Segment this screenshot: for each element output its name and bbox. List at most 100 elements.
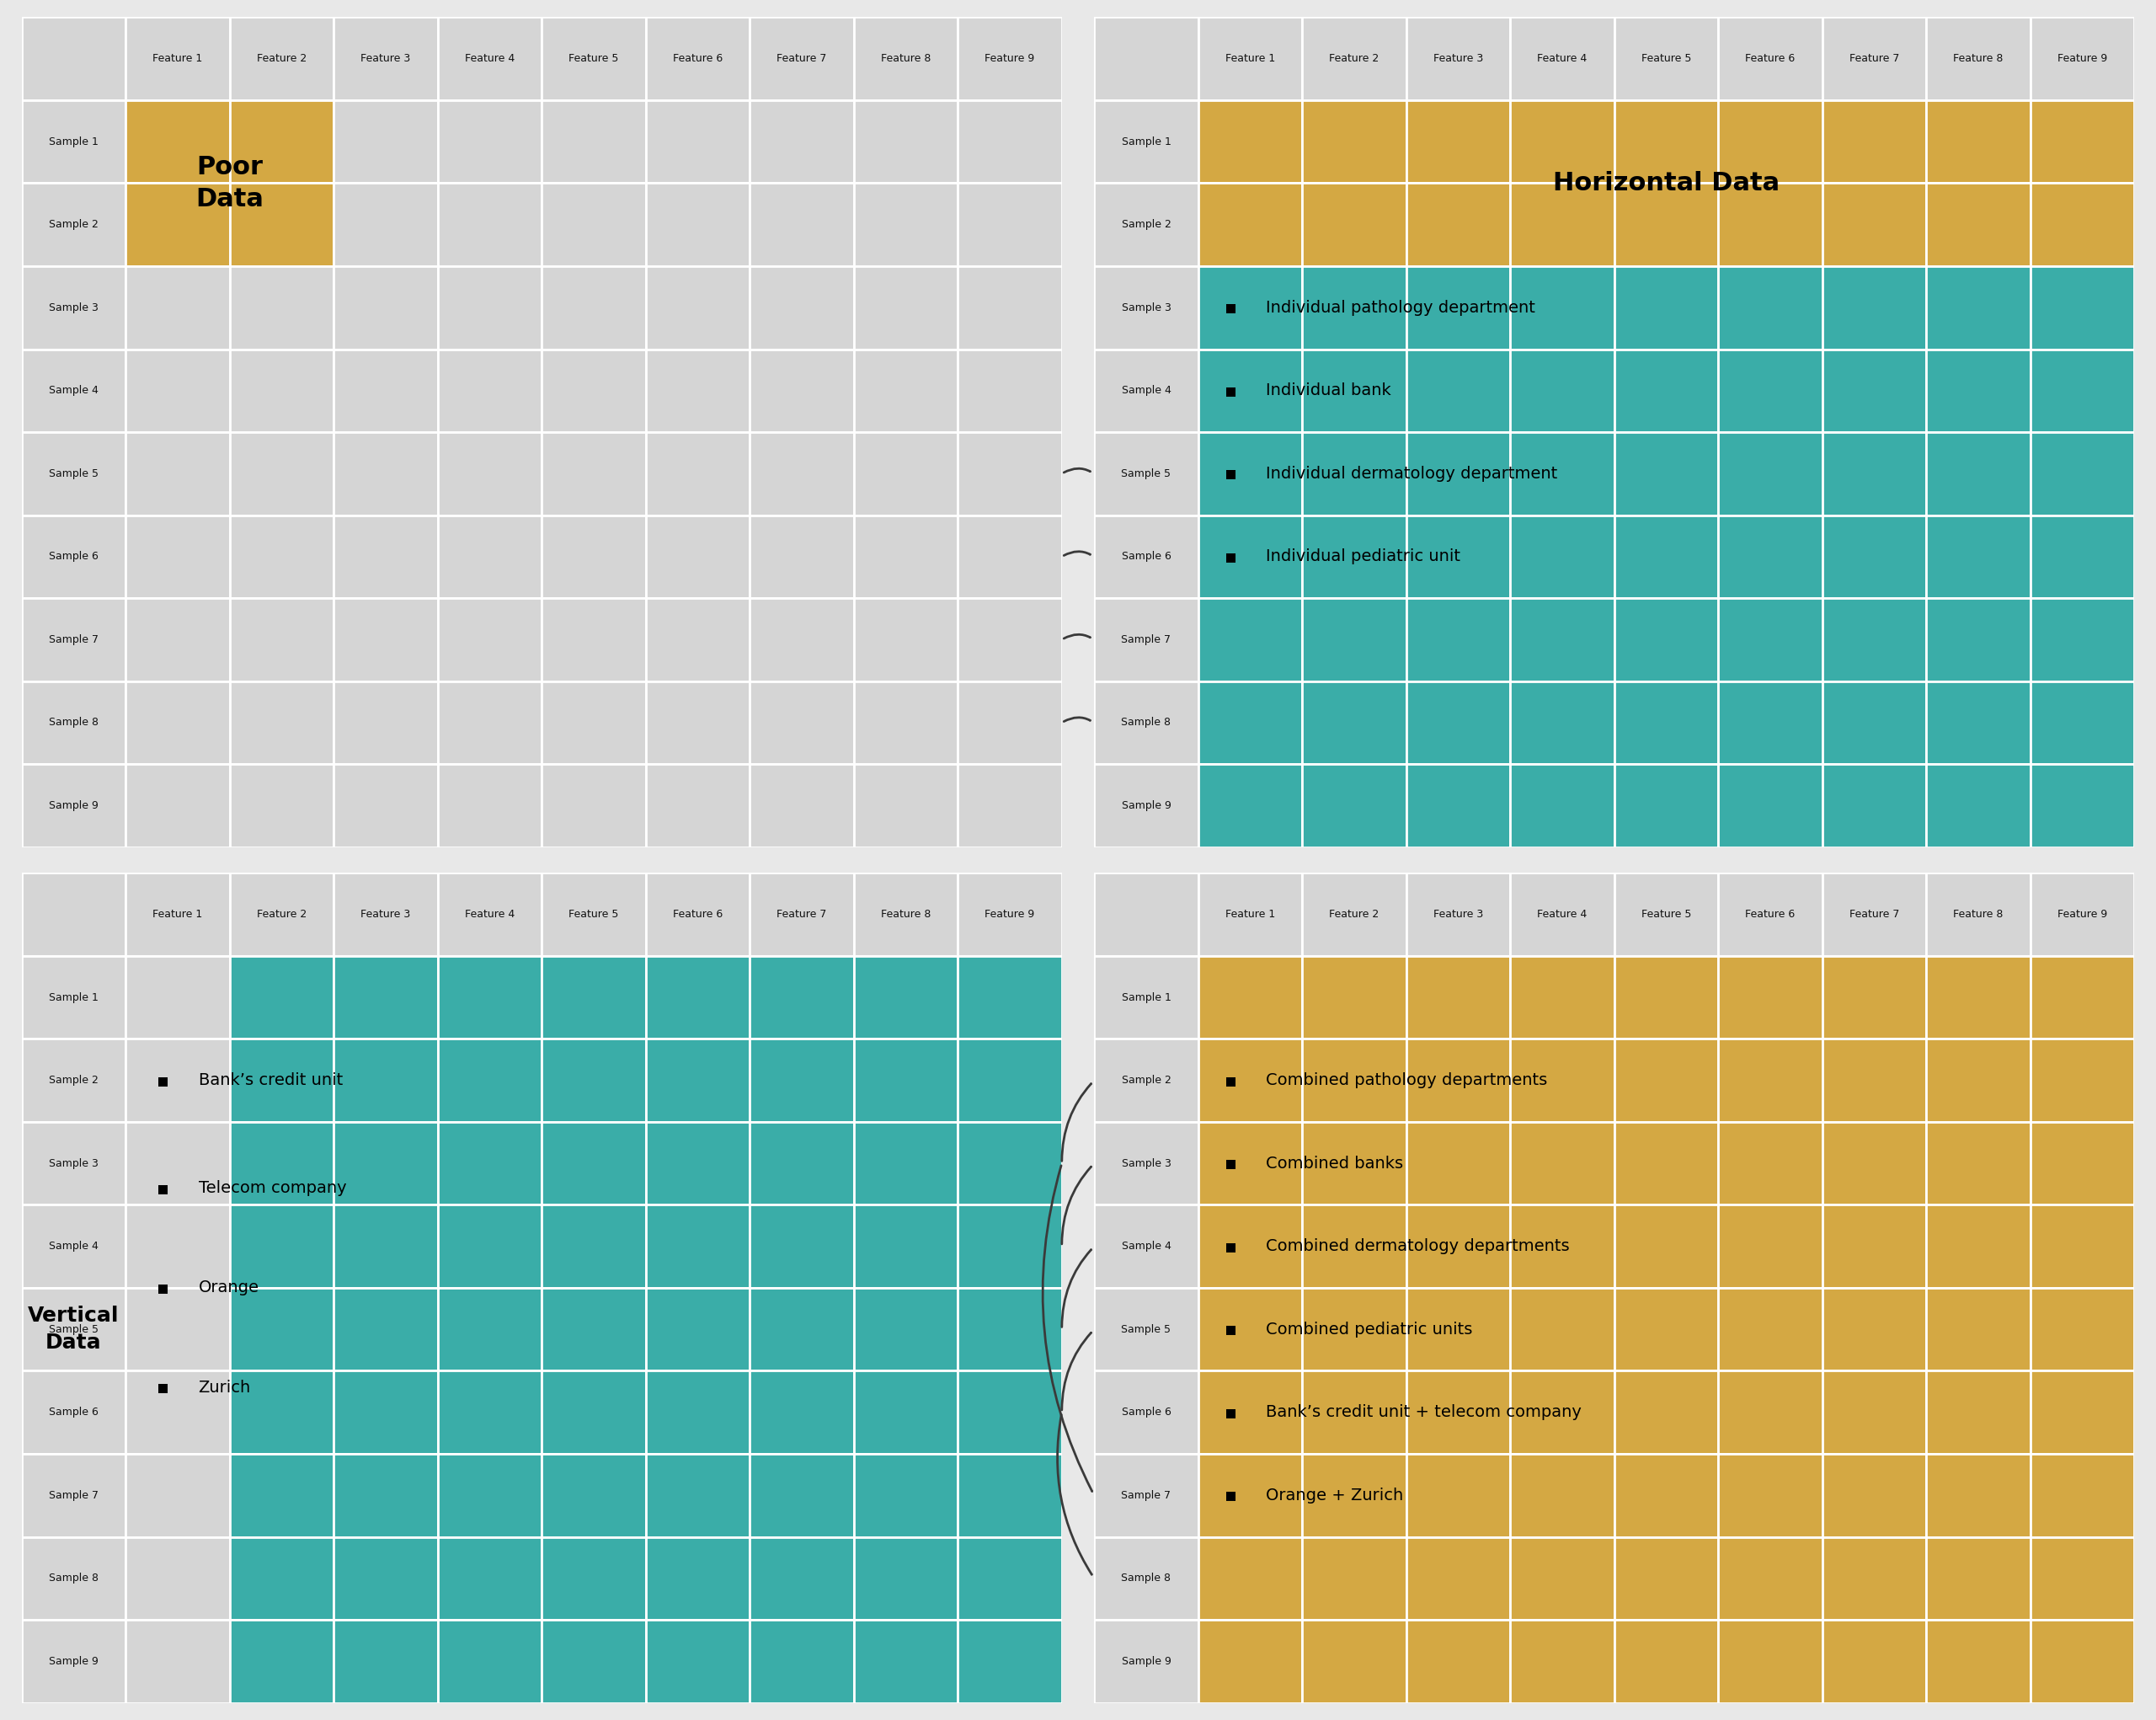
Bar: [2031, 1538, 2134, 1620]
Bar: [125, 1453, 229, 1538]
Bar: [957, 681, 1061, 764]
Bar: [854, 874, 957, 956]
Bar: [231, 432, 334, 516]
Bar: [854, 1620, 957, 1703]
Bar: [541, 1204, 647, 1288]
Text: Feature 8: Feature 8: [882, 53, 931, 64]
Bar: [1822, 1121, 1927, 1204]
Bar: [1199, 1620, 1302, 1703]
Bar: [541, 1288, 647, 1371]
Bar: [1927, 100, 2031, 184]
Text: Sample 9: Sample 9: [1121, 800, 1171, 812]
Bar: [1927, 1288, 2031, 1371]
Bar: [125, 432, 229, 516]
Bar: [125, 681, 229, 764]
Text: Feature 9: Feature 9: [985, 53, 1035, 64]
Bar: [541, 874, 647, 956]
Bar: [22, 349, 125, 432]
Bar: [957, 432, 1061, 516]
Bar: [750, 681, 854, 764]
Bar: [1302, 1371, 1406, 1453]
Bar: [1406, 956, 1509, 1039]
Bar: [1822, 100, 1927, 184]
Bar: [231, 1288, 334, 1371]
Text: Feature 2: Feature 2: [1330, 53, 1380, 64]
Bar: [22, 1538, 125, 1620]
Bar: [125, 1121, 229, 1204]
Bar: [750, 1039, 854, 1121]
Bar: [22, 681, 125, 764]
Text: Sample 4: Sample 4: [50, 1240, 99, 1252]
Bar: [854, 267, 957, 349]
Bar: [1718, 1121, 1822, 1204]
Bar: [957, 1121, 1061, 1204]
Text: Feature 6: Feature 6: [673, 908, 722, 920]
Bar: [854, 349, 957, 432]
Text: ▪: ▪: [157, 1379, 170, 1397]
Bar: [1199, 1371, 1302, 1453]
Bar: [1822, 516, 1927, 599]
Bar: [854, 184, 957, 267]
Text: Individual bank: Individual bank: [1266, 382, 1391, 399]
Bar: [2031, 184, 2134, 267]
Bar: [1509, 184, 1615, 267]
Bar: [1199, 681, 1302, 764]
Bar: [1302, 1620, 1406, 1703]
Bar: [854, 1453, 957, 1538]
Bar: [957, 1039, 1061, 1121]
Bar: [1509, 1039, 1615, 1121]
Text: Sample 2: Sample 2: [50, 218, 99, 230]
Bar: [854, 956, 957, 1039]
Bar: [541, 1453, 647, 1538]
Bar: [854, 100, 957, 184]
Bar: [647, 184, 750, 267]
Bar: [541, 956, 647, 1039]
Bar: [1406, 184, 1509, 267]
Bar: [957, 349, 1061, 432]
Bar: [541, 349, 647, 432]
Bar: [1718, 1371, 1822, 1453]
Bar: [647, 1039, 750, 1121]
Bar: [125, 1288, 229, 1371]
Bar: [2031, 349, 2134, 432]
Bar: [22, 184, 125, 267]
Text: Sample 7: Sample 7: [1121, 1490, 1171, 1502]
Bar: [1822, 349, 1927, 432]
Bar: [1822, 764, 1927, 848]
Bar: [1822, 1371, 1927, 1453]
Bar: [438, 1039, 541, 1121]
Bar: [1406, 1121, 1509, 1204]
Bar: [541, 1371, 647, 1453]
Bar: [22, 1620, 125, 1703]
Bar: [1199, 1453, 1302, 1538]
Bar: [1509, 1371, 1615, 1453]
Text: Feature 2: Feature 2: [257, 908, 306, 920]
Bar: [438, 681, 541, 764]
Bar: [2031, 1039, 2134, 1121]
Bar: [1615, 1039, 1718, 1121]
Text: Feature 3: Feature 3: [1434, 908, 1483, 920]
Bar: [2031, 1288, 2134, 1371]
Bar: [1199, 1039, 1302, 1121]
Bar: [750, 1620, 854, 1703]
Bar: [231, 349, 334, 432]
Bar: [438, 1121, 541, 1204]
Bar: [1093, 17, 1199, 100]
Text: ▪: ▪: [1225, 1404, 1238, 1421]
Bar: [2031, 432, 2134, 516]
Bar: [1822, 874, 1927, 956]
Text: Feature 2: Feature 2: [1330, 908, 1380, 920]
Bar: [1615, 956, 1718, 1039]
Bar: [438, 432, 541, 516]
Bar: [1615, 874, 1718, 956]
Bar: [231, 1371, 334, 1453]
Bar: [1406, 516, 1509, 599]
Bar: [1615, 267, 1718, 349]
Text: ▪: ▪: [1225, 1321, 1238, 1338]
Bar: [854, 1371, 957, 1453]
Bar: [125, 874, 229, 956]
Bar: [647, 1204, 750, 1288]
Text: ▪: ▪: [157, 1280, 170, 1297]
Bar: [334, 100, 438, 184]
Bar: [438, 184, 541, 267]
